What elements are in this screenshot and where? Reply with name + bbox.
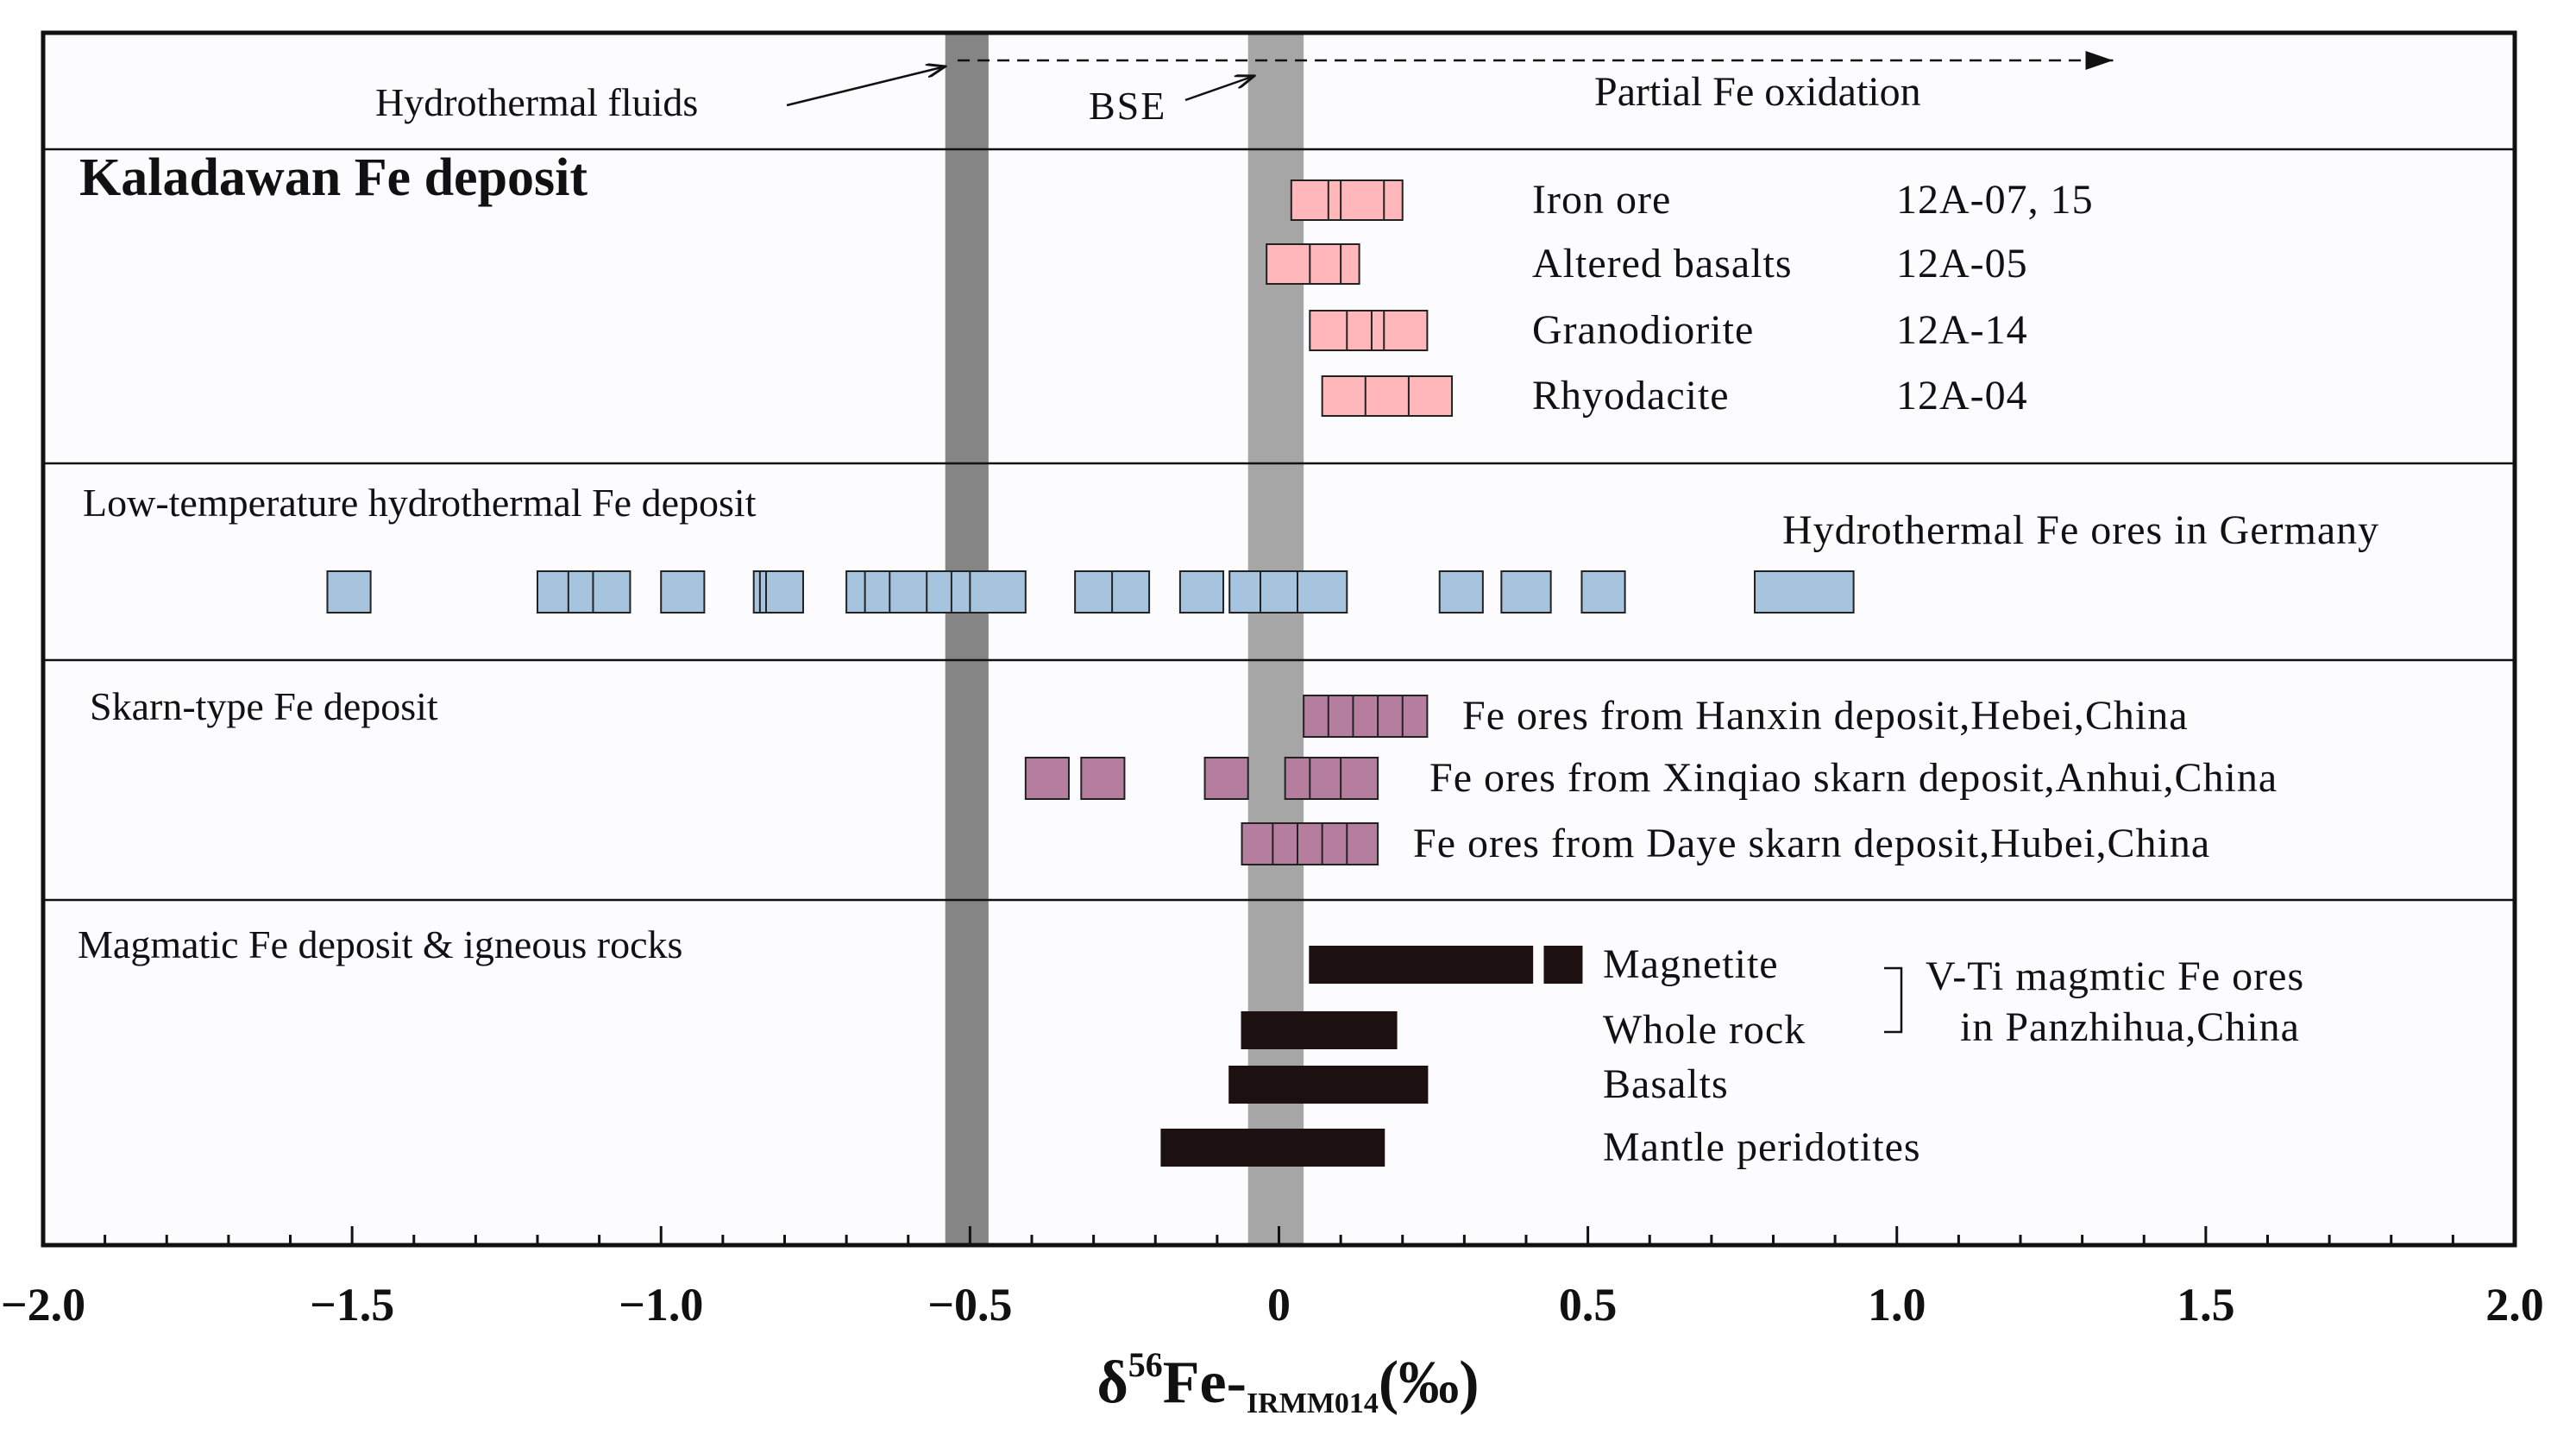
tick-label: 2.0 (2485, 1279, 2544, 1331)
range-bar (537, 570, 631, 614)
range-bar (845, 570, 1027, 614)
range-bar (1203, 757, 1249, 800)
sample-label: 12A-05 (1896, 241, 2028, 286)
range-bar (1303, 695, 1429, 738)
series-label: Fe ores from Hanxin deposit,Hebei,China (1462, 693, 2189, 739)
range-bar (1024, 757, 1070, 800)
series-label: Magnetite (1603, 941, 1779, 987)
range-bar (1438, 570, 1484, 614)
series-label: Altered basalts (1532, 241, 1793, 286)
range-bar (1266, 243, 1360, 285)
bracket-label-line1: V-Ti magmtic Fe ores (1926, 953, 2304, 999)
series-label: Iron ore (1532, 177, 1671, 223)
tick-label: 1.5 (2177, 1279, 2235, 1331)
panel-title: Skarn-type Fe deposit (90, 684, 438, 728)
series-label: Fe ores from Xinqiao skarn deposit,Anhui… (1429, 755, 2278, 801)
range-bar (1241, 1011, 1398, 1049)
range-bar (1228, 1066, 1429, 1104)
range-bar (1284, 757, 1379, 800)
range-bar (1241, 822, 1379, 865)
range-bar (1580, 570, 1626, 614)
range-bar (1309, 946, 1534, 984)
sample-label: 12A-14 (1896, 307, 2028, 353)
bracket-label-line2: in Panzhihua,China (1960, 1004, 2300, 1050)
range-bar (1290, 179, 1404, 221)
tick-label: 1.0 (1868, 1279, 1926, 1331)
x-axis-title: δ56Fe-IRMM014(‰) (1096, 1345, 1479, 1419)
range-bar (1543, 946, 1583, 984)
range-bar (1178, 570, 1225, 614)
series-label: Granodiorite (1532, 307, 1754, 353)
hydrothermal-fluids-band (945, 33, 989, 1245)
series-label: Mantle peridotites (1603, 1124, 1921, 1170)
range-bar (1228, 570, 1348, 614)
range-bar (1321, 375, 1454, 417)
range-bar (1754, 570, 1855, 614)
partial-oxidation-label: Partial Fe oxidation (1594, 69, 1921, 115)
range-bar (326, 570, 372, 614)
tick-label: −0.5 (927, 1279, 1012, 1331)
range-bar (660, 570, 706, 614)
panel-title: Magmatic Fe deposit & igneous rocks (78, 922, 682, 966)
tick-label: 0 (1267, 1279, 1291, 1331)
hydrothermal-fluids-arrow (786, 66, 946, 107)
sample-label: 12A-07, 15 (1896, 177, 2094, 223)
tick-label: −1.0 (619, 1279, 703, 1331)
range-bar (1500, 570, 1552, 614)
panel-title: Low-temperature hydrothermal Fe deposit (83, 481, 757, 525)
series-label: Hydrothermal Fe ores in Germany (1782, 507, 2379, 553)
tick-label: −1.5 (310, 1279, 394, 1331)
series-label: Whole rock (1603, 1007, 1806, 1053)
sample-label: 12A-04 (1896, 373, 2028, 418)
bse-label: BSE (1089, 84, 1166, 128)
hydrothermal-fluids-label: Hydrothermal fluids (375, 80, 698, 124)
series-label: Basalts (1603, 1061, 1729, 1107)
tick-label: 0.5 (1559, 1279, 1618, 1331)
bse-arrow (1184, 76, 1254, 102)
bracket (1884, 966, 1903, 1034)
range-bar (1160, 1129, 1385, 1167)
range-bar (1080, 757, 1126, 800)
series-label: Rhyodacite (1532, 373, 1730, 418)
panel-title: Kaladawan Fe deposit (79, 148, 587, 207)
series-label: Fe ores from Daye skarn deposit,Hubei,Ch… (1413, 821, 2210, 866)
tick-label: −2.0 (1, 1279, 85, 1331)
range-bar (752, 570, 804, 614)
range-bar (1309, 310, 1429, 351)
